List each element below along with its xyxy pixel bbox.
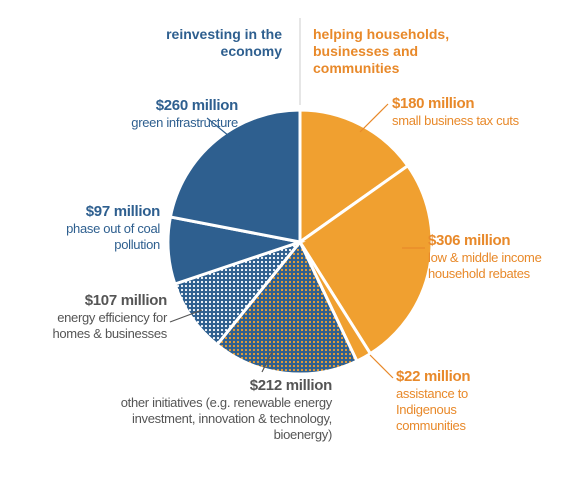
category-label: small business tax cuts	[392, 113, 519, 128]
pie-slice	[168, 108, 302, 244]
value-label: $22 million	[396, 368, 471, 385]
slice-label: $180 million small business tax cuts	[392, 95, 552, 129]
value-label: $107 million	[84, 292, 168, 309]
value-label: $212 million	[249, 377, 333, 394]
slice-label: $260 million green infrastructure	[80, 97, 238, 131]
slice-label: $306 million low & middle income househol…	[428, 232, 563, 282]
category-label: energy efficiency for homes & businesses	[52, 310, 167, 341]
right-heading: helping households, businesses and commu…	[313, 26, 450, 76]
category-label: other initiatives (e.g. renewable energy…	[120, 395, 333, 442]
left-heading: reinvesting in the economy	[166, 26, 282, 59]
leader-line	[206, 117, 241, 146]
pie-slice	[214, 239, 359, 376]
leader-line	[261, 351, 273, 373]
slice-label: $212 million other initiatives (e.g. rene…	[120, 377, 333, 443]
category-label: low & middle income household rebates	[428, 250, 542, 281]
leader-line	[359, 103, 389, 133]
value-label: $306 million	[428, 232, 511, 249]
pie-slice	[297, 163, 434, 356]
leader-line	[369, 354, 394, 379]
value-label: $260 million	[155, 97, 239, 114]
slice-label: $107 million energy efficiency for homes …	[20, 292, 167, 342]
category-label: assistance to Indigenous communities	[396, 386, 468, 433]
category-label: phase out of coal pollution	[66, 221, 160, 252]
category-label: green infrastructure	[131, 115, 238, 130]
pie-slice	[298, 108, 410, 245]
value-label: $97 million	[85, 203, 161, 220]
slice-label: $22 million assistance to Indigenous comm…	[396, 368, 526, 434]
slice-label: $97 million phase out of coal pollution	[40, 203, 160, 253]
value-label: $180 million	[392, 95, 475, 112]
leader-line	[169, 309, 203, 323]
